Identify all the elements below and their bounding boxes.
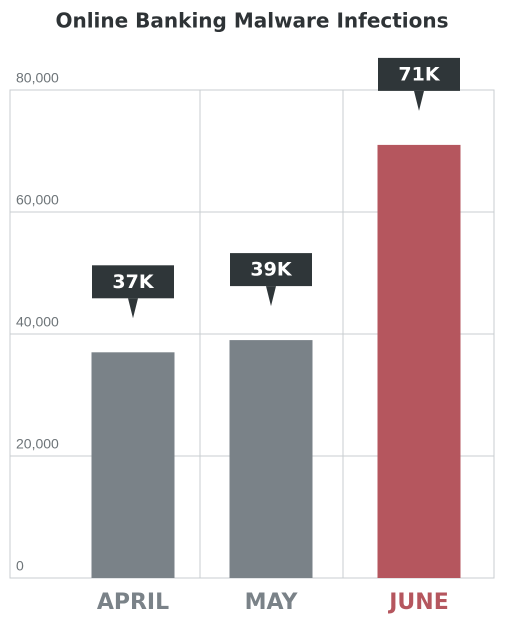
bar: [91, 352, 175, 578]
value-label: 39K: [250, 259, 292, 281]
callout-pointer: [128, 298, 138, 319]
value-callout: [378, 57, 460, 91]
y-tick-label: 60,000: [16, 192, 59, 208]
y-tick-label: 40,000: [16, 314, 59, 330]
x-tick-label: APRIL: [97, 590, 169, 615]
value-label: 37K: [112, 271, 154, 293]
x-tick-label: MAY: [245, 590, 299, 615]
value-label: 71K: [398, 63, 440, 85]
y-tick-label: 0: [16, 558, 24, 574]
callout-pointer: [266, 286, 276, 307]
value-callout: [92, 265, 174, 299]
y-tick-label: 20,000: [16, 436, 59, 452]
x-tick-label: JUNE: [387, 590, 449, 615]
value-callout: [230, 253, 312, 287]
bar: [377, 144, 461, 578]
chart-title: Online Banking Malware Infections: [55, 9, 448, 33]
bar: [229, 340, 313, 578]
y-tick-label: 80,000: [16, 70, 59, 86]
callout-pointer: [414, 90, 424, 111]
